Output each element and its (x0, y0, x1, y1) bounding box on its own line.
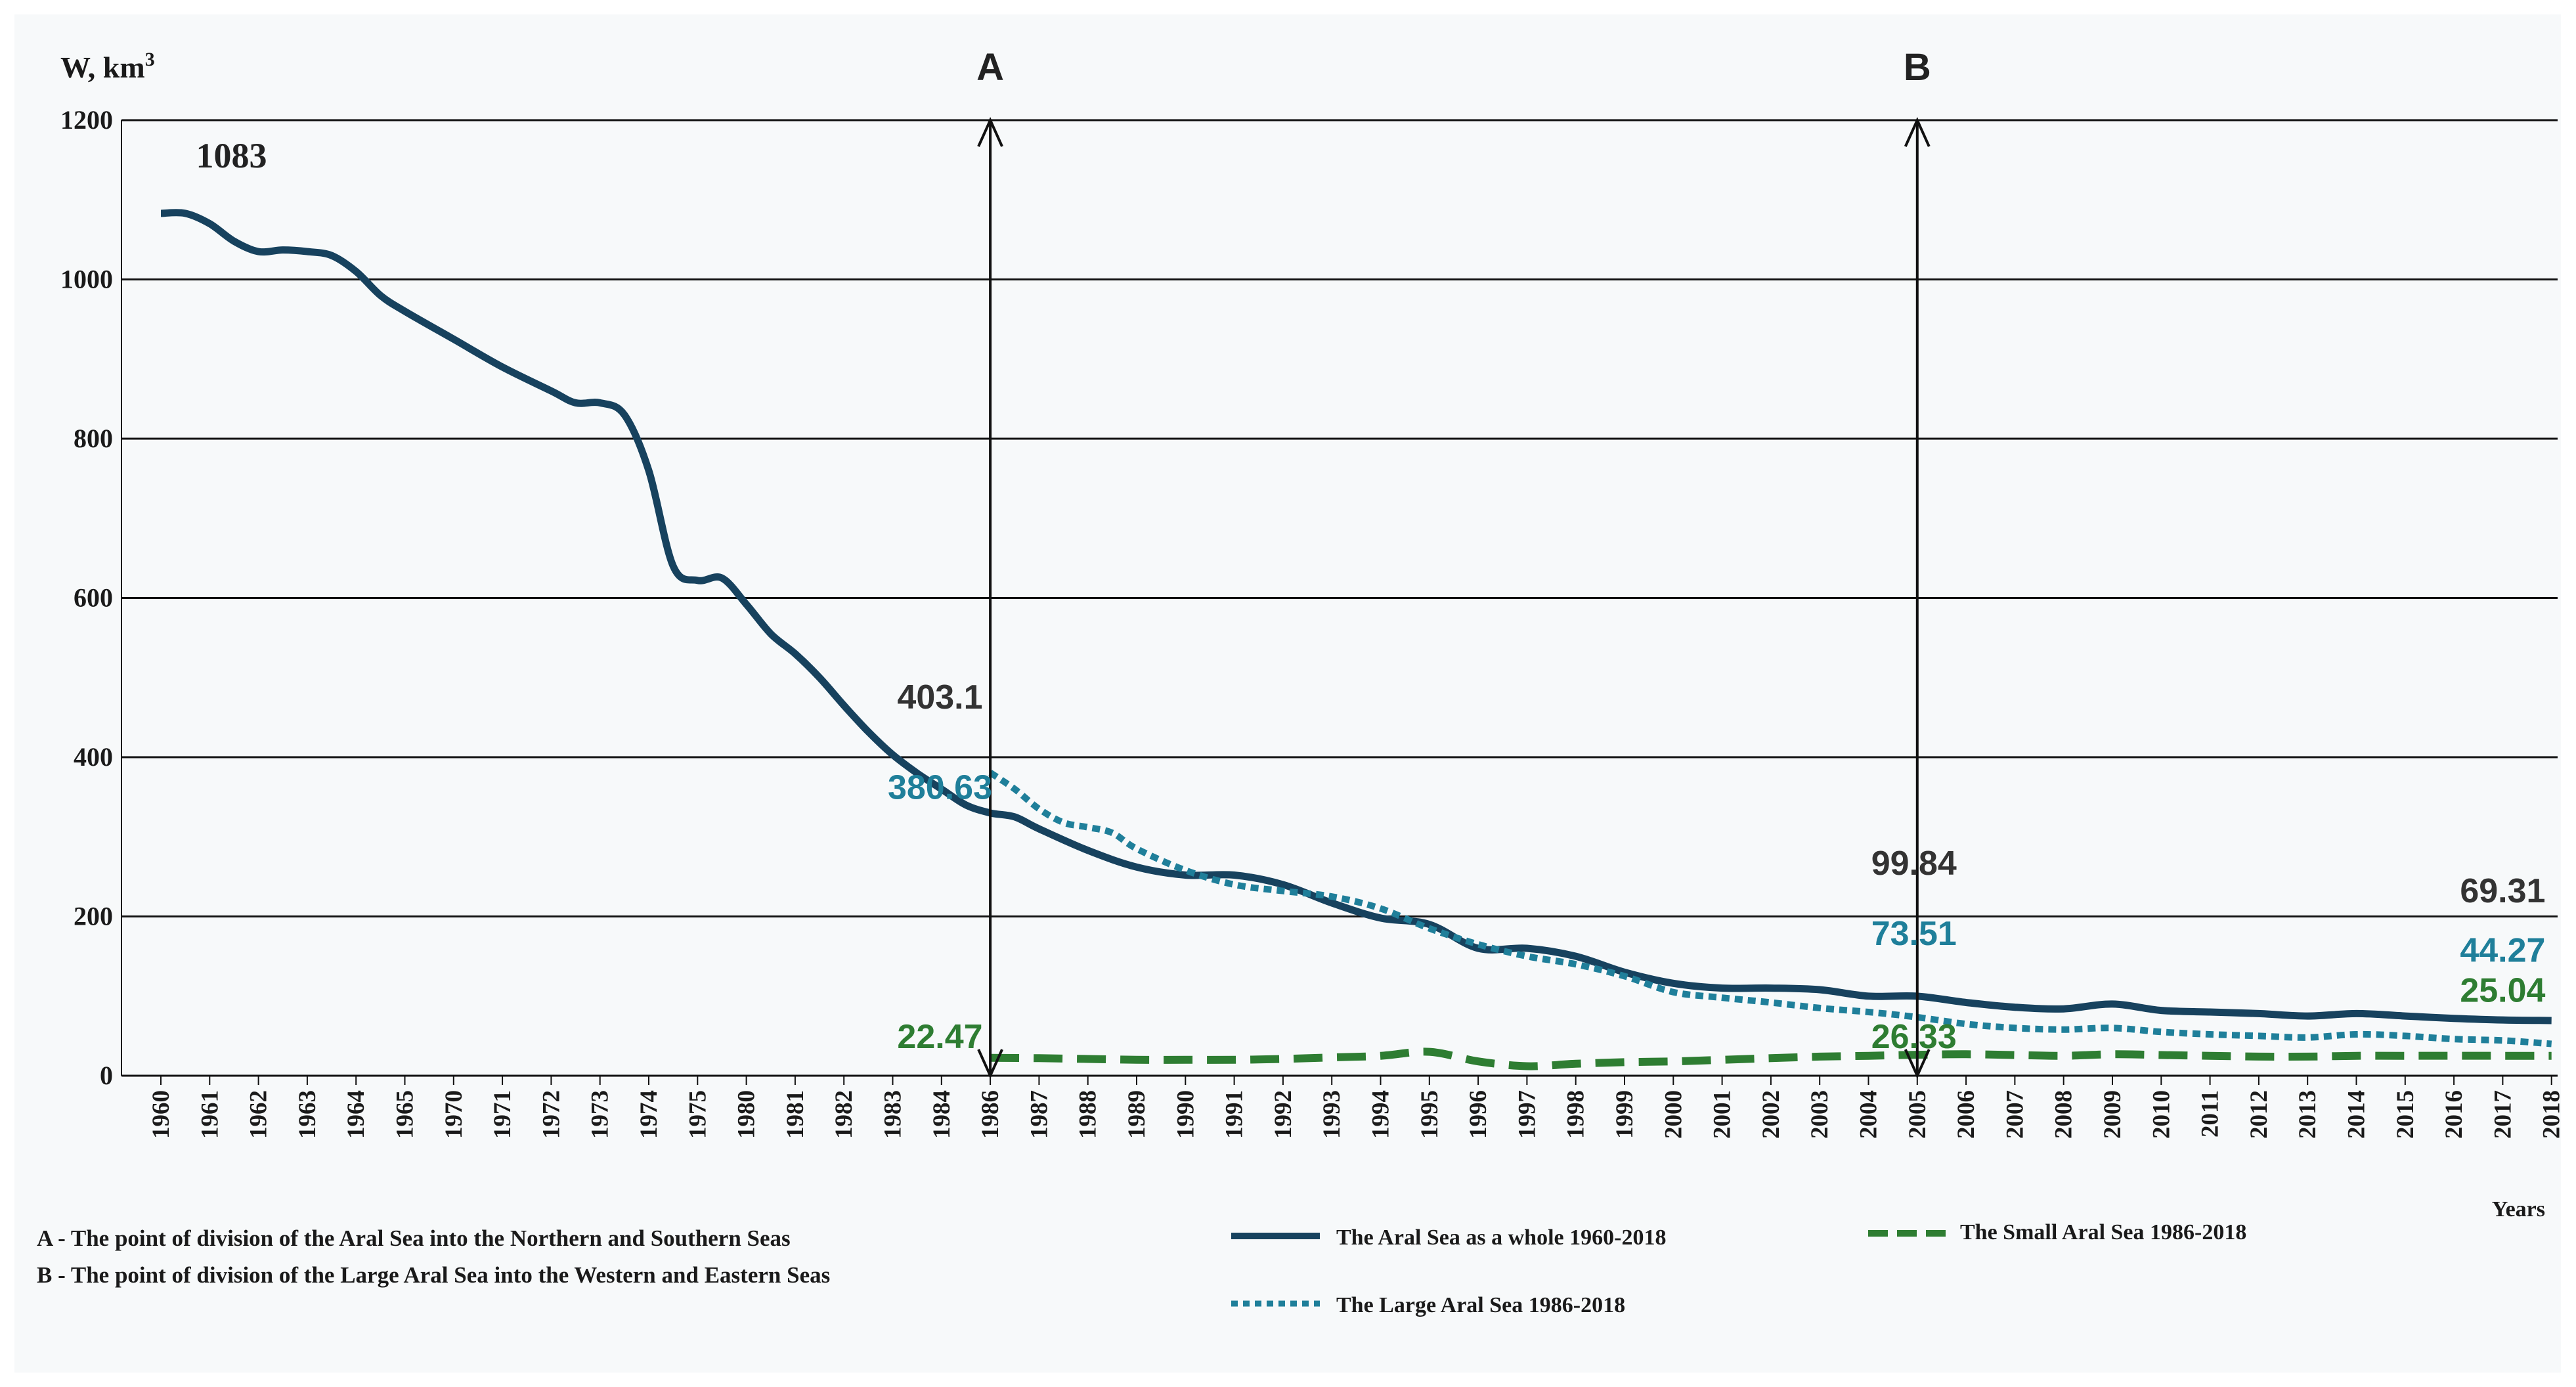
x-tick-label: 2002 (1758, 1090, 1785, 1139)
data-annotations: 1083 403.1 380.63 22.47 99.84 73.51 26.33 69.31… (196, 136, 2545, 1056)
x-tick-label: 1996 (1465, 1090, 1492, 1139)
y-axis-label: W, km3 (60, 49, 155, 84)
x-axis-label: Years (2492, 1197, 2545, 1222)
x-tick-label: 2003 (1806, 1090, 1833, 1139)
x-tick-label: 2010 (2148, 1090, 2175, 1139)
x-tick-label: 1981 (782, 1090, 809, 1139)
legend-note-a: A - The point of division of the Aral Se… (37, 1225, 791, 1251)
series-small-aral-sea (990, 1047, 2552, 1070)
x-tick-label: 2013 (2294, 1090, 2321, 1139)
value-annotation: 26.33 (1871, 1018, 1957, 1056)
x-tick-label: 1999 (1611, 1090, 1638, 1139)
x-tick-label: 1961 (196, 1090, 223, 1139)
y-tick-label: 1200 (60, 105, 113, 135)
grid-lines (121, 119, 2558, 1077)
value-annotation: 403.1 (897, 678, 982, 716)
x-tick-label: 1964 (343, 1090, 370, 1139)
x-tick-label: 2001 (1709, 1090, 1736, 1139)
x-tick-label: 2004 (1856, 1090, 1883, 1139)
y-tick-labels: 0 200 400 600 800 1000 1200 (60, 105, 113, 1090)
x-tick-label: 2018 (2539, 1090, 2565, 1139)
x-tick-label: 1994 (1368, 1090, 1395, 1139)
division-marker-label: B (1904, 46, 1931, 89)
arrow-up-icon (1904, 117, 1931, 147)
value-annotation: 380.63 (888, 768, 992, 806)
x-tick-label: 1975 (684, 1090, 711, 1139)
x-tick-label: 1993 (1319, 1090, 1345, 1139)
x-tick-label: 2011 (2197, 1090, 2224, 1137)
x-tick-label: 1991 (1221, 1090, 1248, 1139)
x-tick-label: 1986 (977, 1090, 1004, 1139)
y-tick-label: 200 (74, 902, 113, 931)
value-annotation: 99.84 (1871, 845, 1957, 883)
x-tick-label: 1973 (587, 1090, 614, 1139)
x-tick-label: 1990 (1172, 1090, 1199, 1139)
y-tick-label: 800 (74, 424, 113, 453)
x-tick-label: 2000 (1660, 1090, 1687, 1139)
x-tick-label: 2007 (2001, 1090, 2028, 1139)
y-tick-label: 600 (74, 583, 113, 613)
x-tick-label: 1997 (1514, 1090, 1540, 1139)
y-tick-label: 1000 (60, 265, 113, 294)
x-tick-label: 1989 (1124, 1090, 1150, 1139)
series-aral-sea-whole (160, 209, 2552, 1024)
x-tick-label: 2006 (1953, 1090, 1980, 1139)
x-tick-label: 1970 (441, 1090, 468, 1139)
legend-label-small-aral-sea: The Small Aral Sea 1986-2018 (1960, 1220, 2246, 1244)
x-tick-label: 2008 (2051, 1090, 2078, 1139)
x-tick-labels: 1960 1961 1962 1963 1964 1965 1970 1971 1972 1973… (148, 1076, 2565, 1139)
value-annotation: 69.31 (2460, 872, 2545, 910)
legend-label-large-aral-sea: The Large Aral Sea 1986-2018 (1336, 1293, 1625, 1317)
x-tick-label: 1998 (1563, 1090, 1590, 1139)
x-tick-label: 1980 (733, 1090, 760, 1139)
x-tick-label: 1960 (148, 1090, 175, 1139)
x-tick-label: 2016 (2441, 1090, 2468, 1139)
chart-panel (14, 14, 2561, 1373)
x-tick-label: 2014 (2344, 1090, 2370, 1139)
arrow-down-icon (977, 1049, 1003, 1079)
value-annotation: 44.27 (2460, 931, 2545, 969)
x-tick-label: 2012 (2246, 1090, 2273, 1139)
value-annotation: 22.47 (897, 1018, 982, 1056)
arrow-down-icon (1904, 1049, 1931, 1079)
legend-label-aral-sea-whole: The Aral Sea as a whole 1960-2018 (1336, 1225, 1666, 1250)
x-tick-label: 2015 (2392, 1090, 2419, 1139)
x-tick-label: 1974 (636, 1090, 663, 1139)
value-annotation: 1083 (196, 136, 267, 175)
x-tick-label: 1984 (928, 1090, 955, 1139)
y-tick-label: 400 (74, 742, 113, 772)
x-tick-label: 2017 (2489, 1090, 2516, 1139)
x-tick-label: 2005 (1904, 1090, 1931, 1139)
series-large-aral-sea (988, 770, 2552, 1047)
x-tick-label: 1982 (831, 1090, 858, 1139)
x-tick-label: 1972 (538, 1090, 565, 1139)
x-tick-label: 1988 (1075, 1090, 1102, 1139)
arrow-up-icon (977, 117, 1003, 147)
x-tick-label: 2009 (2099, 1090, 2126, 1139)
x-tick-label: 1971 (489, 1090, 516, 1139)
x-tick-label: 1962 (246, 1090, 273, 1139)
x-tick-label: 1992 (1270, 1090, 1297, 1139)
y-tick-label: 0 (100, 1061, 113, 1090)
legend: The Aral Sea as a whole 1960-2018 The La… (1231, 1220, 2246, 1317)
division-marker-label: A (976, 46, 1004, 89)
value-annotation: 73.51 (1871, 915, 1957, 953)
series-lines (160, 209, 2552, 1070)
x-tick-label: 1995 (1416, 1090, 1443, 1139)
x-tick-label: 1963 (294, 1090, 321, 1139)
division-marker-b: B (1904, 46, 1931, 1079)
division-marker-a: A (976, 46, 1004, 1079)
x-tick-label: 1965 (392, 1090, 419, 1139)
legend-note-b: B - The point of division of the Large A… (37, 1262, 830, 1288)
x-tick-label: 1987 (1026, 1090, 1053, 1139)
x-tick-label: 1983 (880, 1090, 907, 1139)
value-annotation: 25.04 (2460, 972, 2545, 1010)
